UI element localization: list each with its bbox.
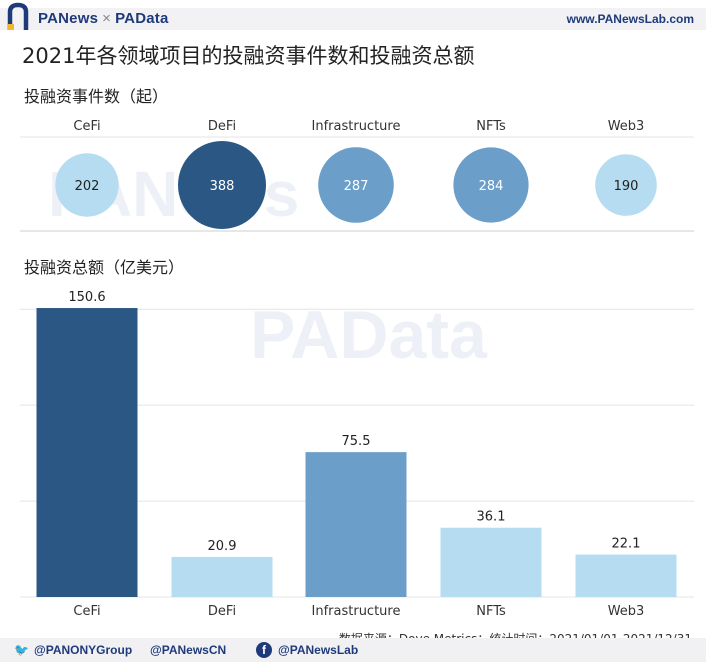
bar-value-label: 36.1 xyxy=(477,510,506,525)
bar-defi xyxy=(171,556,273,597)
bubble-category-label: CeFi xyxy=(73,119,100,134)
facebook-icon: f xyxy=(256,642,272,658)
panews-logo-icon xyxy=(7,2,29,30)
bubble-cefi xyxy=(55,153,119,217)
bar-chart: 150.6 CeFi 20.9 DeFi 75.5 Infrastructure 36.1 N… xyxy=(20,290,694,619)
bubble-nfts xyxy=(453,147,529,223)
brand-panews: PANews xyxy=(38,10,99,27)
footer-bar: 🐦 @PANONYGroup @PANewsCN f @PANewsLab xyxy=(0,638,706,662)
bar-value-label: 20.9 xyxy=(208,539,237,554)
bubble-chart: CeFi 202 DeFi 388 Infrastructure 287 NFTs 284 We… xyxy=(20,119,694,229)
brand: PANews × PAData xyxy=(38,10,169,27)
bar-infrastructure xyxy=(305,452,407,597)
bar-value-label: 150.6 xyxy=(68,290,105,305)
site-url[interactable]: www.PANewsLab.com xyxy=(566,12,694,26)
bubble-value-label: 190 xyxy=(614,179,639,194)
bubble-defi xyxy=(178,141,266,229)
watermark-padata: PAData xyxy=(250,297,488,373)
facebook-handle[interactable]: @PANewsLab xyxy=(278,643,359,657)
bubble-category-label: DeFi xyxy=(208,119,236,134)
twitter-icon: 🐦 xyxy=(14,643,29,657)
twitter-handle-cn[interactable]: @PANewsCN xyxy=(150,643,227,657)
bubble-value-label: 388 xyxy=(210,179,235,194)
bubble-category-label: Infrastructure xyxy=(312,119,401,134)
bar-web3 xyxy=(575,554,677,597)
brand-separator: × xyxy=(102,10,112,27)
bar-category-label: DeFi xyxy=(208,604,236,619)
bubble-value-label: 284 xyxy=(479,179,504,194)
bubble-infrastructure xyxy=(318,147,394,223)
bar-value-label: 22.1 xyxy=(612,537,641,552)
twitter-handle-group[interactable]: @PANONYGroup xyxy=(34,643,133,657)
bubble-value-label: 202 xyxy=(75,179,100,194)
bar-value-label: 75.5 xyxy=(342,434,371,449)
bar-cefi xyxy=(36,308,138,597)
bar-category-label: Web3 xyxy=(608,604,645,619)
header-bar: PANews × PAData www.PANewsLab.com xyxy=(0,0,706,34)
bar-chart-title: 投融资总额（亿美元） xyxy=(24,258,185,277)
bar-nfts xyxy=(440,527,542,597)
bar-category-label: Infrastructure xyxy=(312,604,401,619)
brand-padata: PAData xyxy=(115,10,169,27)
bubble-category-label: Web3 xyxy=(608,119,645,134)
bubble-category-label: NFTs xyxy=(476,119,506,134)
bar-category-label: NFTs xyxy=(476,604,506,619)
header-strip xyxy=(0,8,706,30)
bubble-value-label: 287 xyxy=(344,179,369,194)
bubble-chart-title: 投融资事件数（起） xyxy=(24,87,169,106)
bar-category-label: CeFi xyxy=(73,604,100,619)
bubble-web3 xyxy=(595,154,657,216)
page-title: 2021年各领域项目的投融资事件数和投融资总额 xyxy=(22,44,475,68)
